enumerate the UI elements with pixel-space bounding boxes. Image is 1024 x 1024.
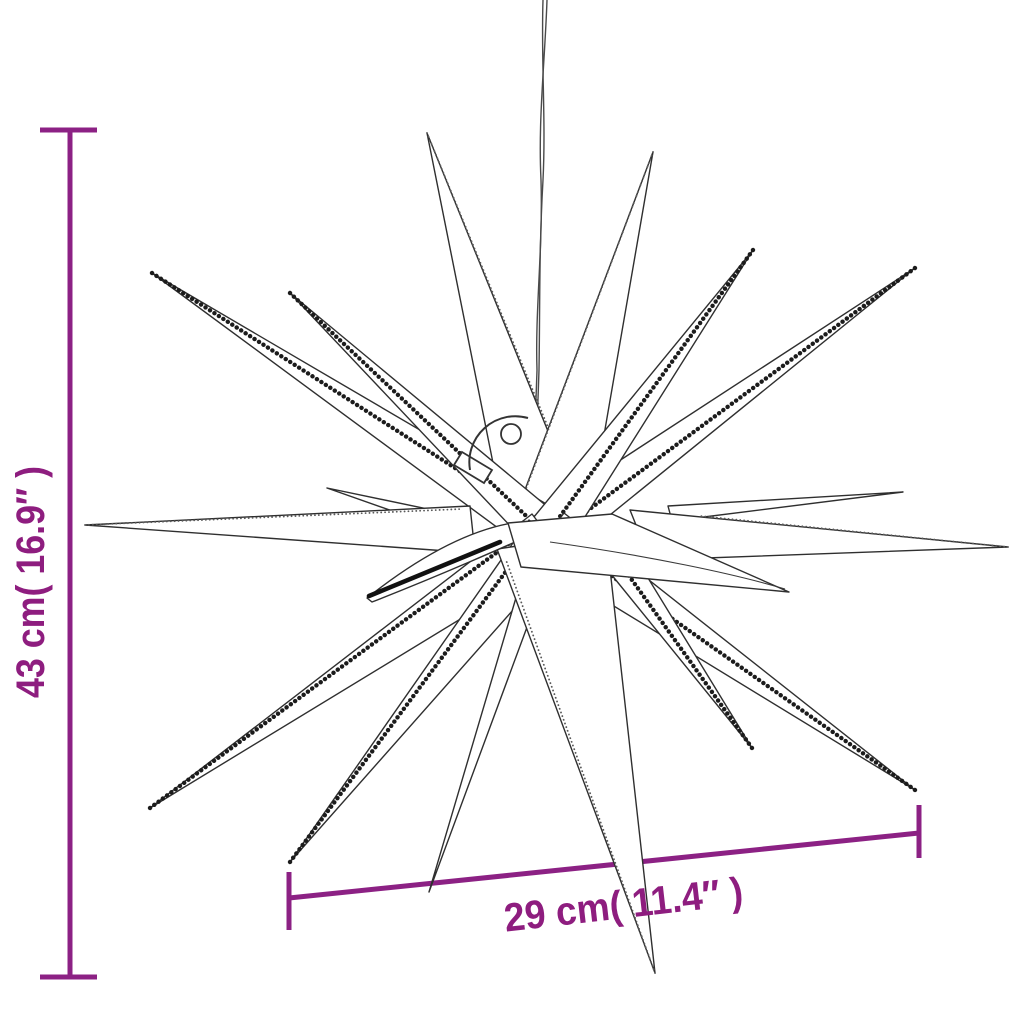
height-dimension-label: 43 cm( 16.9″ ): [9, 466, 53, 698]
height-dimension: [40, 127, 97, 980]
spike-seam-line: [520, 151, 654, 503]
spike-seam-line: [545, 247, 756, 536]
spike-seam-line: [366, 539, 503, 599]
spike-seam-line: [609, 549, 755, 751]
dimension-line-width: [288, 830, 920, 901]
spike-seam-line: [147, 525, 533, 811]
hanging-wire: [534, 0, 548, 429]
width-dimension: [286, 805, 922, 930]
star-spike: [84, 505, 476, 554]
spike-seam-line: [84, 508, 463, 526]
star-illustration: [84, 132, 1009, 974]
hook-ring: [500, 423, 522, 445]
wire-strand: [534, 0, 548, 429]
hook-base: [452, 450, 494, 485]
spike-seam-line: [549, 265, 918, 540]
spike-seam-line: [287, 528, 539, 865]
spike-fold-line: [549, 541, 786, 590]
wire-strand: [536, 0, 545, 429]
hanger-hook: [452, 415, 529, 485]
hook-arc: [468, 415, 529, 471]
spike-seam-line: [699, 515, 1009, 548]
spike-seam-line: [287, 290, 542, 531]
spike-seam-line: [505, 559, 656, 974]
